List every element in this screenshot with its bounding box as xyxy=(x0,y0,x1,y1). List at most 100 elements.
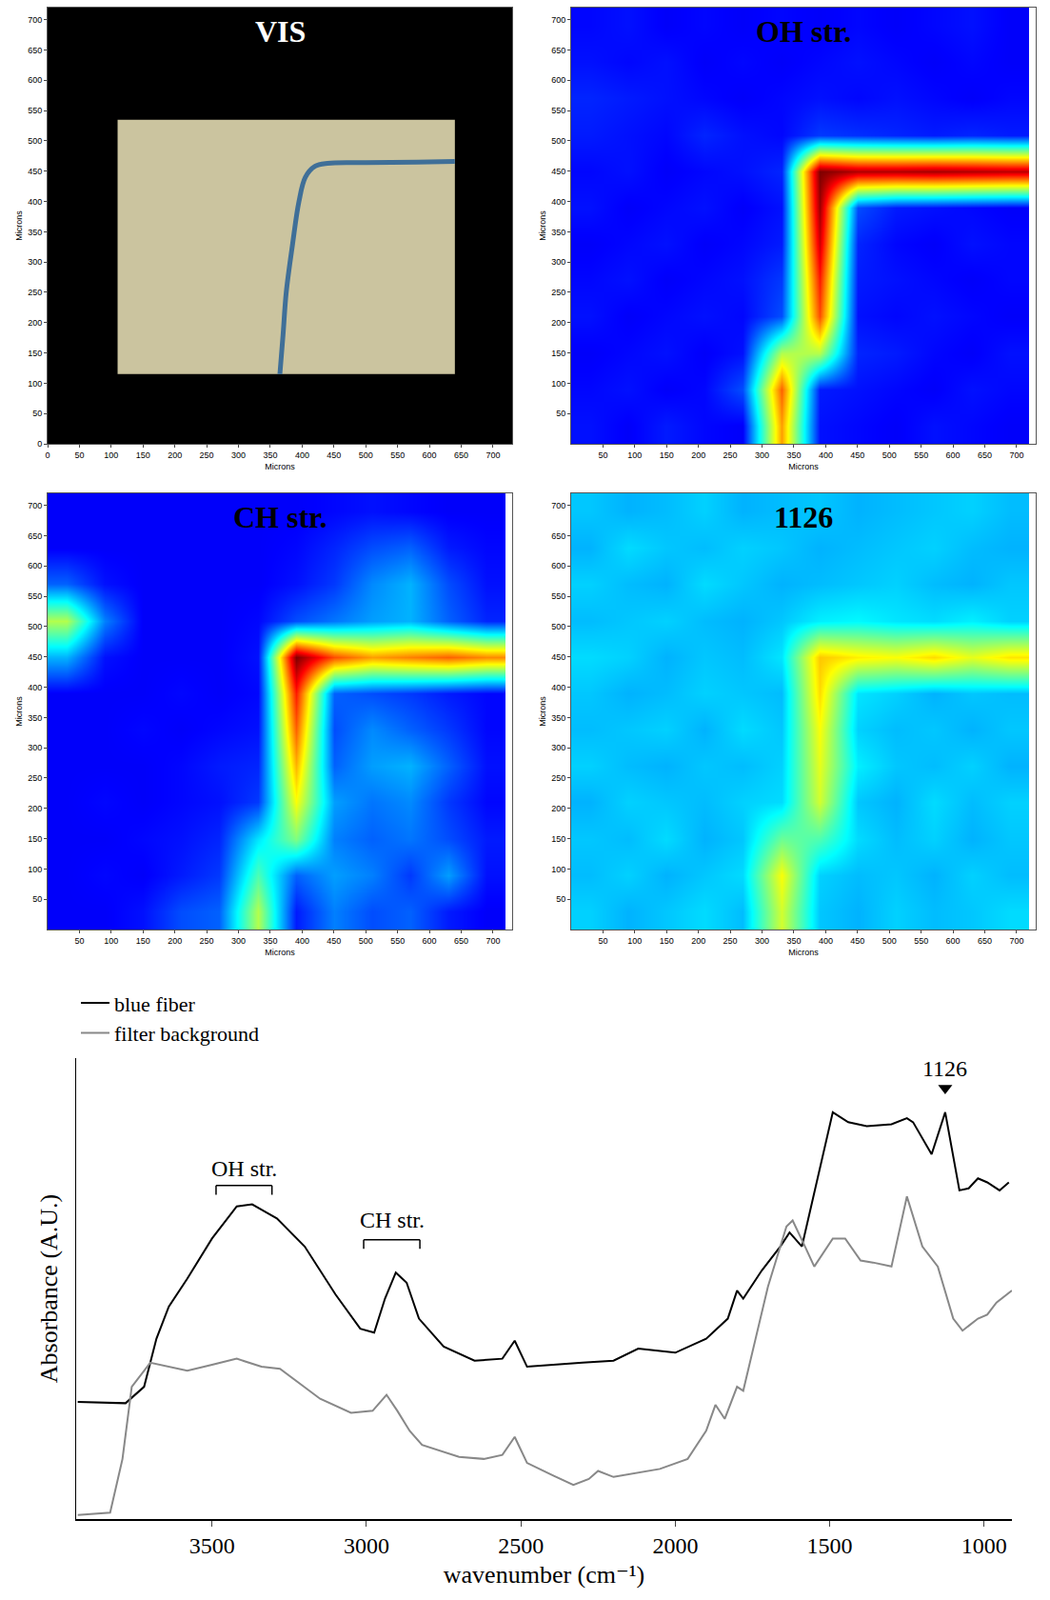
svg-text:50: 50 xyxy=(597,935,608,946)
svg-text:100: 100 xyxy=(551,864,566,874)
svg-text:Microns: Microns xyxy=(537,695,548,727)
svg-text:700: 700 xyxy=(27,15,42,25)
svg-text:450: 450 xyxy=(551,652,566,662)
svg-text:300: 300 xyxy=(231,935,246,946)
svg-text:250: 250 xyxy=(199,935,215,946)
svg-text:450: 450 xyxy=(850,935,865,946)
svg-text:100: 100 xyxy=(103,450,119,460)
svg-text:50: 50 xyxy=(32,893,42,904)
svg-text:Absorbance (A.U.): Absorbance (A.U.) xyxy=(35,1193,63,1384)
svg-text:CH str.: CH str. xyxy=(233,499,327,535)
svg-text:650: 650 xyxy=(551,45,566,56)
svg-text:250: 250 xyxy=(551,287,566,298)
svg-text:200: 200 xyxy=(551,803,566,813)
svg-text:300: 300 xyxy=(27,257,42,267)
svg-text:250: 250 xyxy=(551,772,566,783)
svg-text:300: 300 xyxy=(231,450,246,460)
svg-text:50: 50 xyxy=(555,408,566,418)
svg-text:550: 550 xyxy=(913,935,929,946)
svg-text:Microns: Microns xyxy=(788,947,819,957)
svg-text:500: 500 xyxy=(882,450,897,460)
svg-text:200: 200 xyxy=(691,450,706,460)
svg-text:700: 700 xyxy=(551,500,566,511)
svg-text:blue fiber: blue fiber xyxy=(114,991,197,1016)
svg-text:Microns: Microns xyxy=(537,210,548,241)
svg-text:250: 250 xyxy=(723,450,738,460)
svg-text:550: 550 xyxy=(551,591,566,601)
svg-text:200: 200 xyxy=(691,935,706,946)
svg-text:400: 400 xyxy=(295,935,310,946)
svg-text:Microns: Microns xyxy=(788,461,819,472)
svg-text:150: 150 xyxy=(136,450,151,460)
svg-text:400: 400 xyxy=(295,450,310,460)
svg-text:400: 400 xyxy=(551,197,566,207)
svg-text:Microns: Microns xyxy=(14,210,24,241)
svg-text:600: 600 xyxy=(551,560,566,571)
svg-text:500: 500 xyxy=(27,621,42,632)
svg-text:350: 350 xyxy=(786,935,801,946)
svg-text:700: 700 xyxy=(1009,450,1024,460)
svg-text:300: 300 xyxy=(754,935,770,946)
svg-text:100: 100 xyxy=(27,378,42,389)
svg-text:150: 150 xyxy=(659,935,674,946)
svg-text:1126: 1126 xyxy=(922,1055,968,1081)
svg-text:100: 100 xyxy=(27,864,42,874)
svg-text:550: 550 xyxy=(551,105,566,116)
svg-text:150: 150 xyxy=(551,833,566,844)
svg-text:CH str.: CH str. xyxy=(359,1207,425,1232)
svg-text:200: 200 xyxy=(551,317,566,328)
svg-text:700: 700 xyxy=(485,450,500,460)
svg-text:3000: 3000 xyxy=(343,1532,390,1558)
svg-text:600: 600 xyxy=(27,75,42,85)
svg-text:650: 650 xyxy=(977,935,992,946)
svg-text:Microns: Microns xyxy=(264,947,296,957)
svg-text:350: 350 xyxy=(551,227,566,238)
svg-text:500: 500 xyxy=(27,136,42,146)
svg-text:0: 0 xyxy=(44,450,50,460)
svg-text:100: 100 xyxy=(627,935,642,946)
svg-text:500: 500 xyxy=(551,136,566,146)
svg-text:650: 650 xyxy=(977,450,992,460)
svg-text:650: 650 xyxy=(27,531,42,541)
svg-text:150: 150 xyxy=(659,450,674,460)
svg-text:400: 400 xyxy=(818,935,833,946)
svg-text:500: 500 xyxy=(358,935,374,946)
svg-text:filter background: filter background xyxy=(114,1021,259,1046)
svg-text:650: 650 xyxy=(551,531,566,541)
svg-text:700: 700 xyxy=(1009,935,1024,946)
svg-text:600: 600 xyxy=(422,935,437,946)
svg-text:3500: 3500 xyxy=(189,1532,236,1558)
svg-text:550: 550 xyxy=(913,450,929,460)
svg-text:550: 550 xyxy=(27,591,42,601)
svg-text:700: 700 xyxy=(551,15,566,25)
svg-text:550: 550 xyxy=(27,105,42,116)
svg-text:650: 650 xyxy=(27,45,42,56)
svg-text:Microns: Microns xyxy=(14,695,24,727)
svg-text:100: 100 xyxy=(551,378,566,389)
svg-text:500: 500 xyxy=(358,450,374,460)
svg-text:700: 700 xyxy=(27,500,42,511)
svg-text:350: 350 xyxy=(786,450,801,460)
svg-text:wavenumber (cm⁻¹): wavenumber (cm⁻¹) xyxy=(443,1560,645,1588)
svg-text:100: 100 xyxy=(627,450,642,460)
svg-text:450: 450 xyxy=(850,450,865,460)
svg-text:300: 300 xyxy=(27,742,42,753)
svg-text:50: 50 xyxy=(74,935,84,946)
svg-text:50: 50 xyxy=(555,893,566,904)
svg-text:350: 350 xyxy=(27,713,42,723)
svg-text:600: 600 xyxy=(551,75,566,85)
svg-text:1126: 1126 xyxy=(773,499,833,535)
svg-text:350: 350 xyxy=(27,227,42,238)
svg-text:150: 150 xyxy=(136,935,151,946)
svg-text:600: 600 xyxy=(946,935,961,946)
svg-text:550: 550 xyxy=(390,935,405,946)
svg-text:650: 650 xyxy=(454,935,469,946)
svg-text:200: 200 xyxy=(167,935,182,946)
svg-text:350: 350 xyxy=(262,935,278,946)
svg-text:500: 500 xyxy=(551,621,566,632)
svg-text:400: 400 xyxy=(27,197,42,207)
svg-text:1500: 1500 xyxy=(807,1532,853,1558)
svg-text:450: 450 xyxy=(326,935,341,946)
svg-text:700: 700 xyxy=(485,935,500,946)
svg-text:200: 200 xyxy=(167,450,182,460)
